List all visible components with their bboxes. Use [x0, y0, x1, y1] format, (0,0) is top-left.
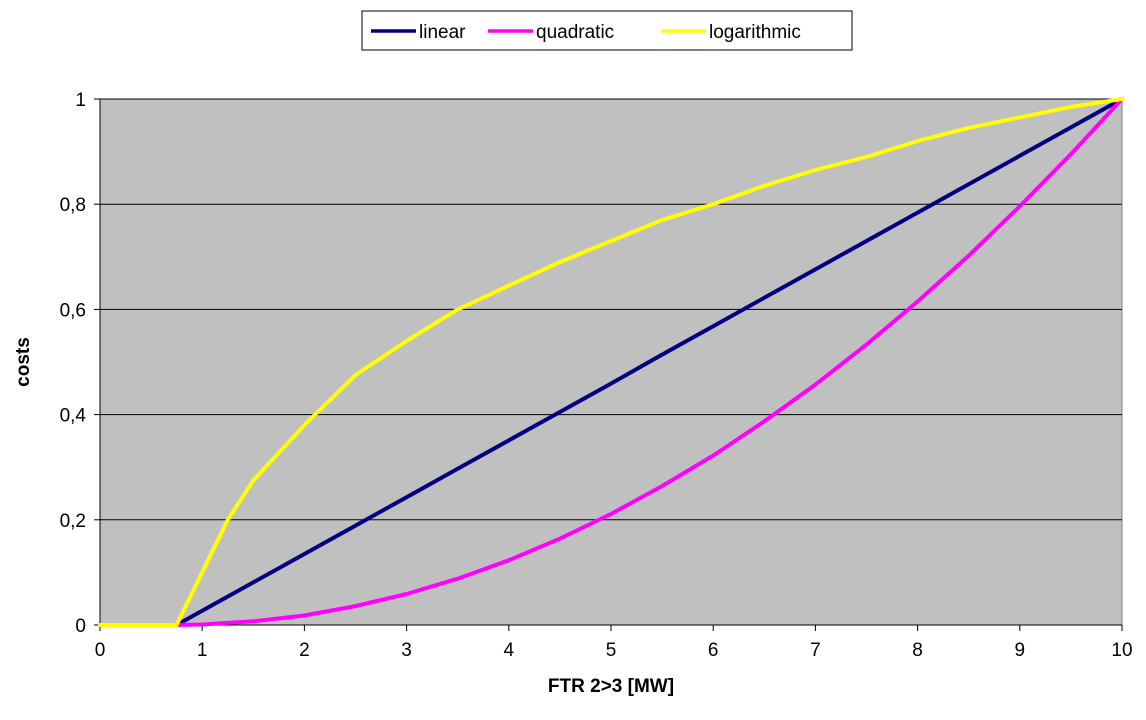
x-tick-label: 10	[1111, 640, 1132, 661]
x-tick-label: 1	[197, 640, 208, 661]
x-tick-label: 9	[1015, 640, 1026, 661]
legend-box	[361, 10, 853, 51]
y-tick-label: 0,8	[60, 195, 86, 216]
legend-label-linear: linear	[419, 22, 466, 43]
legend: linear quadratic logarithmic	[361, 10, 853, 51]
y-tick-label: 0,2	[60, 511, 86, 532]
y-tick-label: 0,4	[60, 406, 87, 427]
x-tick-label: 2	[299, 640, 310, 661]
y-tick-label: 0	[75, 616, 86, 637]
series-line-quadratic	[98, 97, 1124, 627]
x-tick-label: 0	[95, 640, 106, 661]
y-tick-label: 0,6	[60, 300, 86, 321]
x-tick-label: 8	[912, 640, 923, 661]
plot-area	[99, 98, 1123, 626]
axes	[94, 98, 1123, 631]
x-tick-label: 3	[401, 640, 412, 661]
x-axis-title: FTR 2>3 [MW]	[548, 676, 674, 697]
series-line-linear	[98, 97, 1124, 627]
legend-label-quadratic: quadratic	[536, 22, 614, 43]
tick-labels: 0 1 2 3 4 5 6 7 8 9 10 0 0,2 0,4 0,6 0,8 1	[60, 90, 1133, 661]
series-layer	[98, 97, 1124, 627]
x-tick-label: 4	[504, 640, 515, 661]
gridlines	[100, 98, 1122, 521]
y-tick-label: 1	[75, 90, 86, 111]
x-tick-label: 7	[810, 640, 821, 661]
x-tick-label: 6	[708, 640, 719, 661]
legend-label-logarithmic: logarithmic	[709, 22, 801, 43]
series-line-logarithmic	[98, 97, 1124, 627]
x-tick-label: 5	[606, 640, 617, 661]
y-axis-title: costs	[13, 337, 34, 387]
